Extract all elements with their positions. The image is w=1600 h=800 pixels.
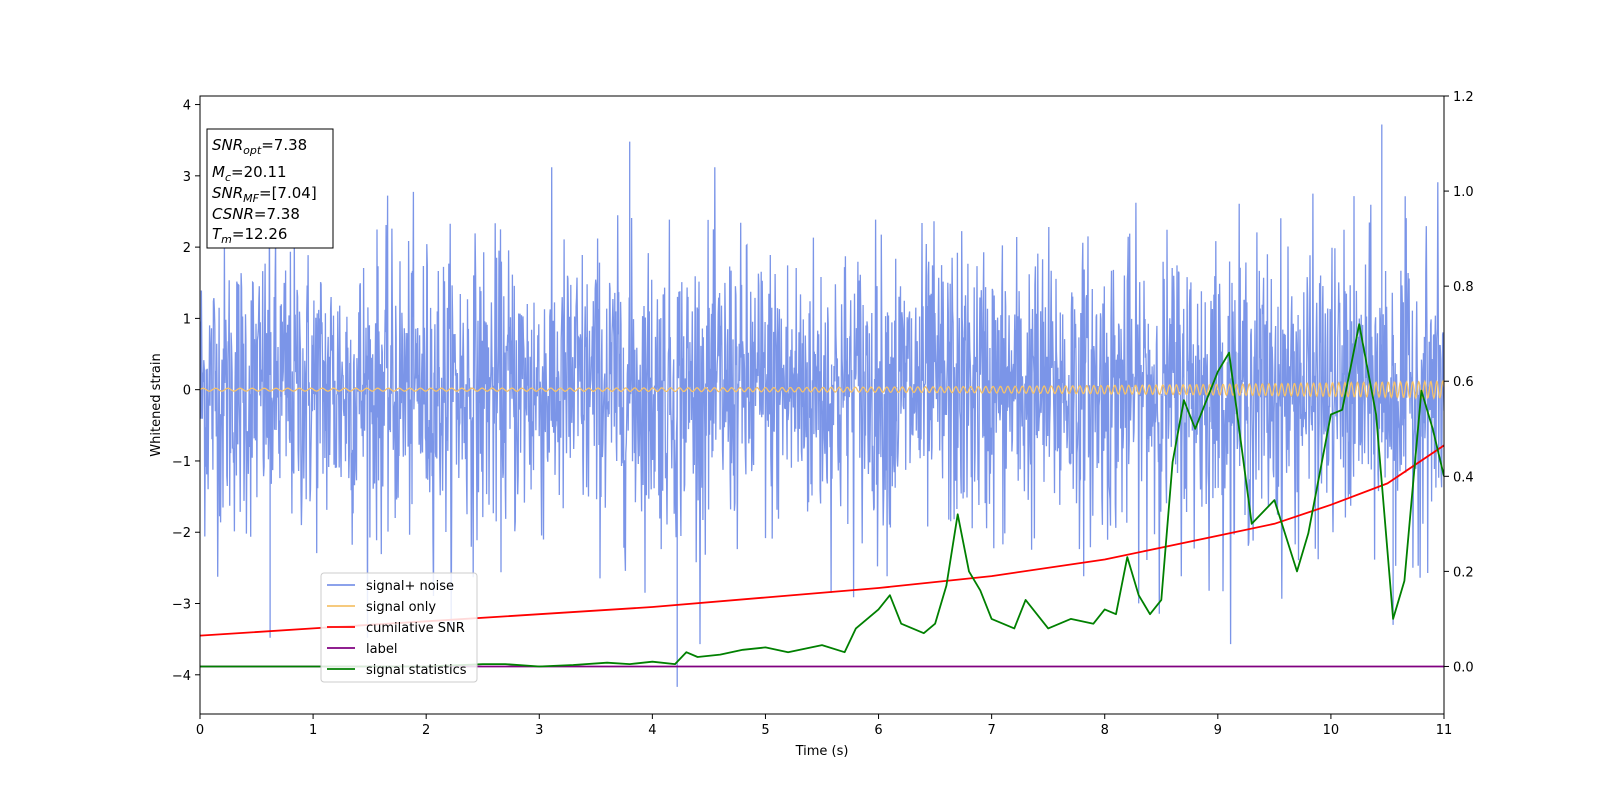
y-left-tick-label: 3 <box>183 170 191 185</box>
info-subscript: c <box>225 171 231 184</box>
x-tick-label: 1 <box>309 723 317 738</box>
info-box: SNRopt=7.38Mc=20.11SNRMF=[7.04]CSNR=7.38… <box>206 128 334 249</box>
legend-label: cumilative SNR <box>366 621 465 636</box>
info-box-line: Mc=20.11 <box>212 163 287 184</box>
y-left-tick-label: −2 <box>172 526 191 541</box>
info-subscript: m <box>221 233 232 246</box>
info-subscript: opt <box>243 144 262 157</box>
y-left-tick-label: −1 <box>172 455 191 470</box>
info-box-frame <box>206 128 334 249</box>
info-box-line: SNRMF=[7.04] <box>212 184 317 205</box>
info-value: =7.38 <box>254 205 300 223</box>
y-right-tick-label: 0.2 <box>1453 565 1474 580</box>
x-tick-label: 7 <box>987 723 995 738</box>
x-tick-label: 2 <box>422 723 430 738</box>
x-tick-label: 6 <box>874 723 882 738</box>
x-tick-label: 5 <box>761 723 769 738</box>
x-tick-label: 3 <box>535 723 543 738</box>
y-left-tick-label: −3 <box>172 598 191 613</box>
x-axis-label: Time (s) <box>795 744 849 759</box>
info-value: =[7.04] <box>259 184 317 202</box>
info-box-line: CSNR=7.38 <box>212 205 300 223</box>
info-symbol: SNR <box>212 136 243 154</box>
legend-label: signal statistics <box>366 663 467 678</box>
legend-label: signal only <box>366 600 436 615</box>
x-axis: 0 1 2 3 4 5 6 7 8 9 10 11 <box>196 714 1452 738</box>
y-left-tick-label: 0 <box>183 384 191 399</box>
y-left-tick-label: 1 <box>183 312 191 327</box>
info-symbol: CSNR <box>212 205 254 223</box>
y-axis-right: 1.2 1.0 0.8 0.6 0.4 0.2 0.0 <box>1444 90 1474 675</box>
legend-frame <box>320 572 478 683</box>
info-subscript: MF <box>243 192 259 205</box>
y-left-tick-label: −4 <box>172 669 191 684</box>
info-symbol: M <box>212 163 225 181</box>
series-signal-only <box>200 379 1444 400</box>
legend: signal+ noise signal only cumilative SNR la… <box>320 572 478 683</box>
legend-label: label <box>366 642 397 657</box>
info-box-line: SNRopt=7.38 <box>212 136 307 157</box>
y-right-tick-label: 0.8 <box>1453 280 1474 295</box>
y-axis-label: Whitened strain <box>149 353 164 456</box>
x-tick-label: 11 <box>1436 723 1453 738</box>
info-value: =12.26 <box>232 225 288 243</box>
x-tick-label: 10 <box>1323 723 1340 738</box>
y-right-tick-label: 1.2 <box>1453 90 1474 105</box>
y-right-tick-label: 0.6 <box>1453 375 1474 390</box>
y-right-tick-label: 0.4 <box>1453 470 1474 485</box>
x-tick-label: 9 <box>1214 723 1222 738</box>
y-right-tick-label: 0.0 <box>1453 660 1474 675</box>
x-tick-label: 4 <box>648 723 656 738</box>
plot-frame <box>199 95 1445 715</box>
y-left-tick-label: 4 <box>183 99 191 114</box>
y-axis-left: 4 3 2 1 0 −1 −2 −3 −4 <box>172 99 200 684</box>
info-box-line: Tm=12.26 <box>212 225 287 246</box>
series-signal-noise-spikes <box>269 124 1394 687</box>
series-layer <box>200 124 1444 687</box>
info-value: =7.38 <box>261 136 307 154</box>
y-left-tick-label: 2 <box>183 241 191 256</box>
info-value: =20.11 <box>231 163 287 181</box>
info-symbol: SNR <box>212 184 243 202</box>
series-signal-statistics <box>200 323 1444 668</box>
legend-label: signal+ noise <box>366 579 454 594</box>
x-tick-label: 0 <box>196 723 204 738</box>
y-right-tick-label: 1.0 <box>1453 185 1474 200</box>
info-symbol: T <box>212 225 223 243</box>
x-tick-label: 8 <box>1101 723 1109 738</box>
